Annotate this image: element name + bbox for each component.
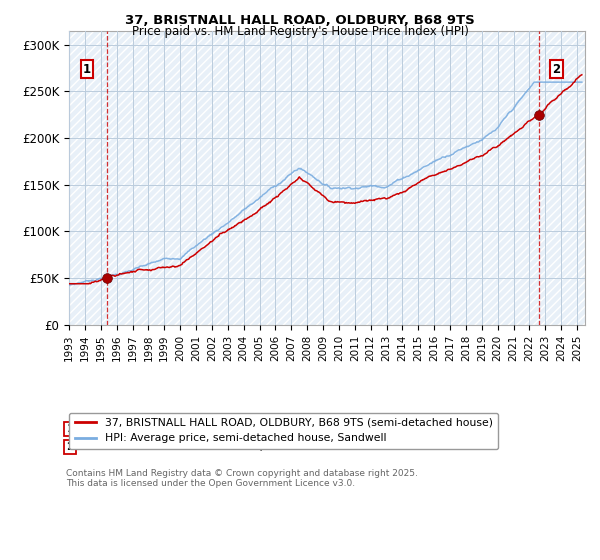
Text: Price paid vs. HM Land Registry's House Price Index (HPI): Price paid vs. HM Land Registry's House … [131, 25, 469, 38]
Text: 1: 1 [83, 63, 91, 76]
Text: 02-JUN-1995        £50,000        22% ↑ HPI: 02-JUN-1995 £50,000 22% ↑ HPI [103, 424, 393, 434]
Text: 37, BRISTNALL HALL ROAD, OLDBURY, B68 9TS: 37, BRISTNALL HALL ROAD, OLDBURY, B68 9T… [125, 14, 475, 27]
Text: 1: 1 [67, 424, 74, 434]
Text: Contains HM Land Registry data © Crown copyright and database right 2025.
This d: Contains HM Land Registry data © Crown c… [67, 469, 418, 488]
Text: 2: 2 [67, 442, 74, 452]
Legend: 37, BRISTNALL HALL ROAD, OLDBURY, B68 9TS (semi-detached house), HPI: Average pr: 37, BRISTNALL HALL ROAD, OLDBURY, B68 9T… [69, 413, 499, 449]
Text: 11-AUG-2022        £225,000        7% ↑ HPI: 11-AUG-2022 £225,000 7% ↑ HPI [103, 442, 393, 452]
Text: 2: 2 [553, 63, 560, 76]
